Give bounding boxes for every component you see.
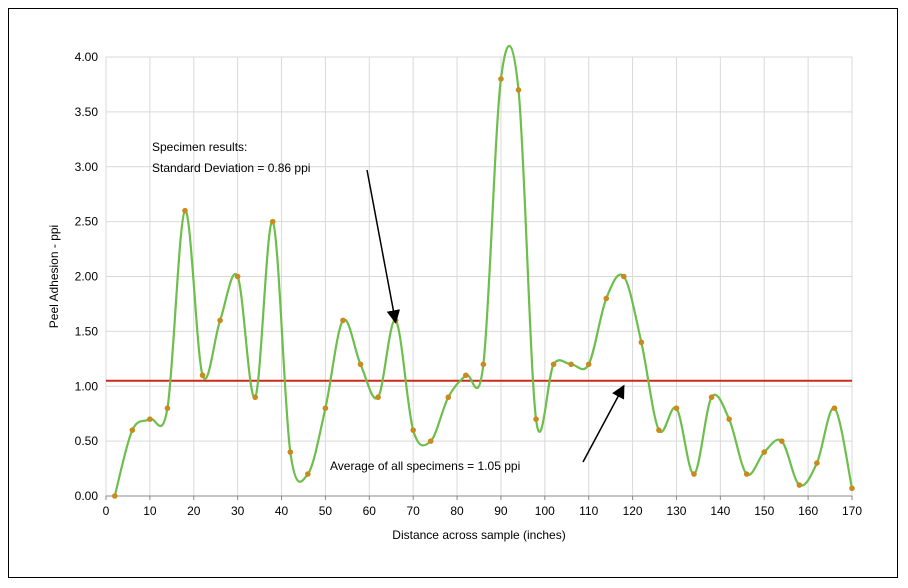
y-tick-label: 1.50 xyxy=(75,324,99,338)
data-point xyxy=(814,460,820,466)
data-point xyxy=(831,405,838,412)
y-tick-label: 2.00 xyxy=(75,270,99,284)
data-point xyxy=(743,471,750,477)
data-point xyxy=(673,405,680,412)
data-point xyxy=(498,76,504,82)
data-point xyxy=(568,361,574,368)
x-tick-label: 100 xyxy=(535,504,555,518)
data-point xyxy=(603,295,610,302)
x-tick-label: 0 xyxy=(103,504,110,518)
data-point xyxy=(164,405,171,412)
data-point xyxy=(480,361,487,368)
y-tick-label: 2.50 xyxy=(75,215,99,229)
data-point xyxy=(427,438,434,444)
annotation-arrow xyxy=(582,384,625,463)
data-point xyxy=(515,87,522,93)
data-point xyxy=(410,427,416,433)
data-point xyxy=(375,394,381,401)
x-tick-label: 40 xyxy=(275,504,289,518)
data-point xyxy=(796,482,803,488)
axes: 0.00 0.50 1.00 1.50 2.00 2.50 3.00 3.50 4.00 0 10 2… xyxy=(75,50,863,518)
data-point xyxy=(234,273,241,280)
x-tick-label: 140 xyxy=(710,504,730,518)
data-point xyxy=(182,207,188,214)
x-tick-label: 130 xyxy=(666,504,686,518)
x-tick-label: 30 xyxy=(231,504,245,518)
annotation-text: Standard Deviation = 0.86 ppi xyxy=(152,161,310,175)
data-point xyxy=(761,449,768,455)
x-tick-label: 50 xyxy=(319,504,333,518)
y-tick-label: 3.50 xyxy=(75,105,99,119)
data-point xyxy=(445,394,452,401)
data-point xyxy=(638,339,645,346)
y-tick-label: 0.00 xyxy=(75,489,99,503)
x-tick-label: 170 xyxy=(842,504,862,518)
x-axis-label: Distance across sample (inches) xyxy=(392,528,565,542)
x-tick-label: 70 xyxy=(406,504,420,518)
data-point xyxy=(533,416,539,422)
y-tick-label: 1.00 xyxy=(75,379,99,393)
data-point xyxy=(726,416,732,422)
data-point xyxy=(691,471,697,477)
x-tick-label: 90 xyxy=(494,504,508,518)
chart-frame xyxy=(8,8,898,578)
x-tick-label: 160 xyxy=(798,504,818,518)
x-tick-label: 120 xyxy=(623,504,643,518)
y-tick-label: 4.00 xyxy=(75,50,99,64)
series-line xyxy=(113,44,854,497)
data-point xyxy=(340,317,346,324)
x-tick-label: 60 xyxy=(363,504,377,518)
gridlines xyxy=(105,56,853,497)
data-point xyxy=(217,317,223,324)
data-point xyxy=(199,372,206,379)
data-point xyxy=(708,394,715,401)
annotation-arrow xyxy=(366,169,401,324)
data-point xyxy=(252,394,258,401)
annotations: Specimen results: Standard Deviation = 0.… xyxy=(152,140,625,473)
data-point xyxy=(621,273,627,280)
data-point xyxy=(778,438,785,444)
data-point xyxy=(357,361,364,368)
data-point xyxy=(656,427,662,433)
data-point xyxy=(111,493,118,499)
x-tick-label: 110 xyxy=(579,504,598,518)
series-layer xyxy=(111,44,855,499)
data-point xyxy=(849,485,855,492)
data-point xyxy=(287,449,294,455)
data-point xyxy=(463,372,469,379)
data-point xyxy=(305,471,311,477)
x-tick-label: 10 xyxy=(143,504,157,518)
y-tick-label: 0.50 xyxy=(75,434,99,448)
data-point xyxy=(147,416,153,422)
data-point xyxy=(129,427,136,433)
annotation-text: Average of all specimens = 1.05 ppi xyxy=(330,459,520,473)
data-point xyxy=(322,405,329,412)
annotation-text: Specimen results: xyxy=(152,140,247,154)
data-point xyxy=(269,218,276,225)
y-tick-label: 3.00 xyxy=(75,160,99,174)
x-tick-label: 20 xyxy=(187,504,201,518)
data-point xyxy=(585,361,592,368)
y-axis-label: Peel Adhesion - ppi xyxy=(47,225,61,328)
x-tick-label: 80 xyxy=(450,504,464,518)
x-tick-label: 150 xyxy=(754,504,774,518)
data-point xyxy=(550,361,557,368)
